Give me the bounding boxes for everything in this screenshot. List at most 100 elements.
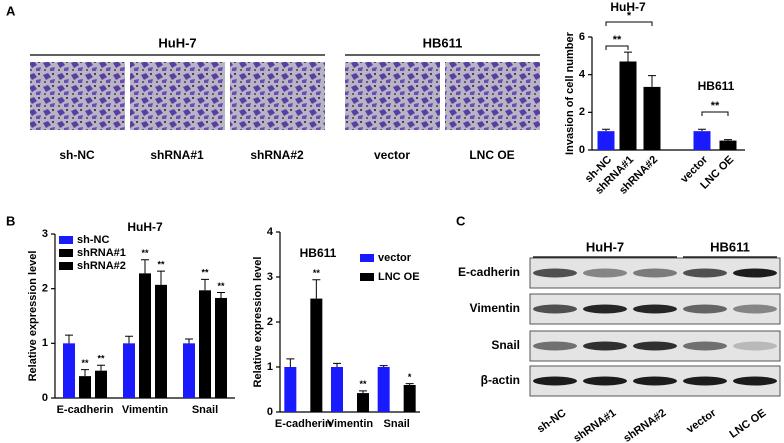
error-bar <box>602 128 610 132</box>
error-bar <box>333 362 341 367</box>
legend-swatch <box>59 262 73 270</box>
significance-label: * <box>627 10 632 22</box>
lane-label: shRNA#2 <box>621 407 668 443</box>
legend-label: shRNA#2 <box>77 260 126 272</box>
legend-swatch <box>59 236 73 244</box>
micrograph-label: sh-NC <box>59 148 95 162</box>
micrograph <box>445 62 540 130</box>
chart-title: HB611 <box>300 246 337 260</box>
blot-band <box>683 268 727 278</box>
error-bar <box>217 291 225 298</box>
significance-label: ** <box>359 379 367 389</box>
bar <box>597 131 615 150</box>
group-title: HB611 <box>423 35 463 50</box>
bar <box>63 343 75 398</box>
bar <box>357 393 369 412</box>
micrograph-label: LNC OE <box>469 148 514 162</box>
error-bar <box>624 51 632 62</box>
y-tick-label: 0 <box>267 406 273 418</box>
significance-bracket <box>701 111 729 116</box>
x-tick-label: Vimentin <box>122 404 169 416</box>
group-title: HuH-7 <box>610 0 646 14</box>
error-bar <box>125 335 133 344</box>
micrograph <box>345 62 440 130</box>
error-bar <box>648 75 656 87</box>
significance-label: * <box>408 372 412 382</box>
error-bar <box>81 369 89 377</box>
y-axis-label: Invasion of cell number <box>564 31 576 155</box>
group-title: HB611 <box>710 239 750 254</box>
x-tick-label: Snail <box>192 404 218 416</box>
bar <box>719 140 737 150</box>
legend-label: LNC OE <box>378 271 420 283</box>
blot-band <box>683 376 727 386</box>
bar <box>95 370 107 398</box>
significance-label: ** <box>97 354 105 364</box>
blot-band <box>583 376 627 386</box>
error-bar <box>359 390 367 394</box>
significance-label: ** <box>81 358 89 368</box>
group-title: HuH-7 <box>586 239 624 254</box>
significance-label: ** <box>201 268 209 278</box>
error-bar <box>286 358 295 367</box>
significance-label: ** <box>613 34 622 46</box>
group-title: HB611 <box>698 79 735 93</box>
micrograph-label: shRNA#1 <box>150 148 204 162</box>
x-tick-label: E-cadherin <box>275 418 332 430</box>
blot-band <box>533 304 577 314</box>
x-tick-label: Snail <box>384 418 410 430</box>
blot-band <box>683 341 727 351</box>
y-tick-label: 2 <box>579 106 585 118</box>
error-bar <box>698 128 706 132</box>
blot-band <box>733 304 777 314</box>
protein-label: Snail <box>491 338 520 352</box>
legend-label: vector <box>378 252 412 264</box>
blot-band <box>733 341 777 351</box>
bar <box>155 284 167 398</box>
panel-label: A <box>6 3 16 18</box>
y-tick-label: 4 <box>579 69 586 81</box>
error-bar <box>312 279 321 299</box>
significance-bracket <box>605 21 653 26</box>
y-tick-label: 6 <box>579 31 585 43</box>
bar <box>403 385 416 412</box>
bar <box>377 367 390 412</box>
lane-label: vector <box>684 407 719 436</box>
blot-band <box>533 341 577 351</box>
protein-label: Vimentin <box>470 301 520 315</box>
y-tick-label: 2 <box>42 283 48 295</box>
significance-label: ** <box>711 100 720 112</box>
blot-band <box>733 376 777 386</box>
panel-label: C <box>456 213 466 228</box>
x-tick-label: Vimentin <box>327 418 374 430</box>
blot-band <box>533 268 577 278</box>
bar <box>123 343 135 398</box>
error-bar <box>97 364 105 371</box>
legend-label: sh-NC <box>77 234 109 246</box>
legend-swatch <box>360 254 374 262</box>
y-tick-label: 3 <box>267 271 273 283</box>
micrograph-label: vector <box>374 148 410 162</box>
y-axis-label: Relative expression level <box>27 251 39 382</box>
significance-bracket <box>605 45 629 50</box>
y-tick-label: 1 <box>267 361 273 373</box>
blot-band <box>733 268 777 278</box>
y-tick-label: 1 <box>42 337 48 349</box>
micrograph <box>30 62 125 130</box>
bar <box>199 290 211 398</box>
significance-label: ** <box>157 260 165 270</box>
y-tick-label: 3 <box>42 228 48 240</box>
error-bar <box>65 334 73 344</box>
legend-swatch <box>59 249 73 257</box>
legend-swatch <box>360 273 374 281</box>
blot-band <box>633 376 677 386</box>
y-tick-label: 2 <box>267 316 273 328</box>
bar <box>310 298 323 412</box>
micrograph-label: shRNA#2 <box>250 148 304 162</box>
blot-band <box>633 341 677 351</box>
blot-band <box>583 341 627 351</box>
chart-title: HuH-7 <box>127 220 163 234</box>
group-title: HuH-7 <box>158 35 196 50</box>
error-bar <box>724 139 732 141</box>
blot-band <box>633 268 677 278</box>
